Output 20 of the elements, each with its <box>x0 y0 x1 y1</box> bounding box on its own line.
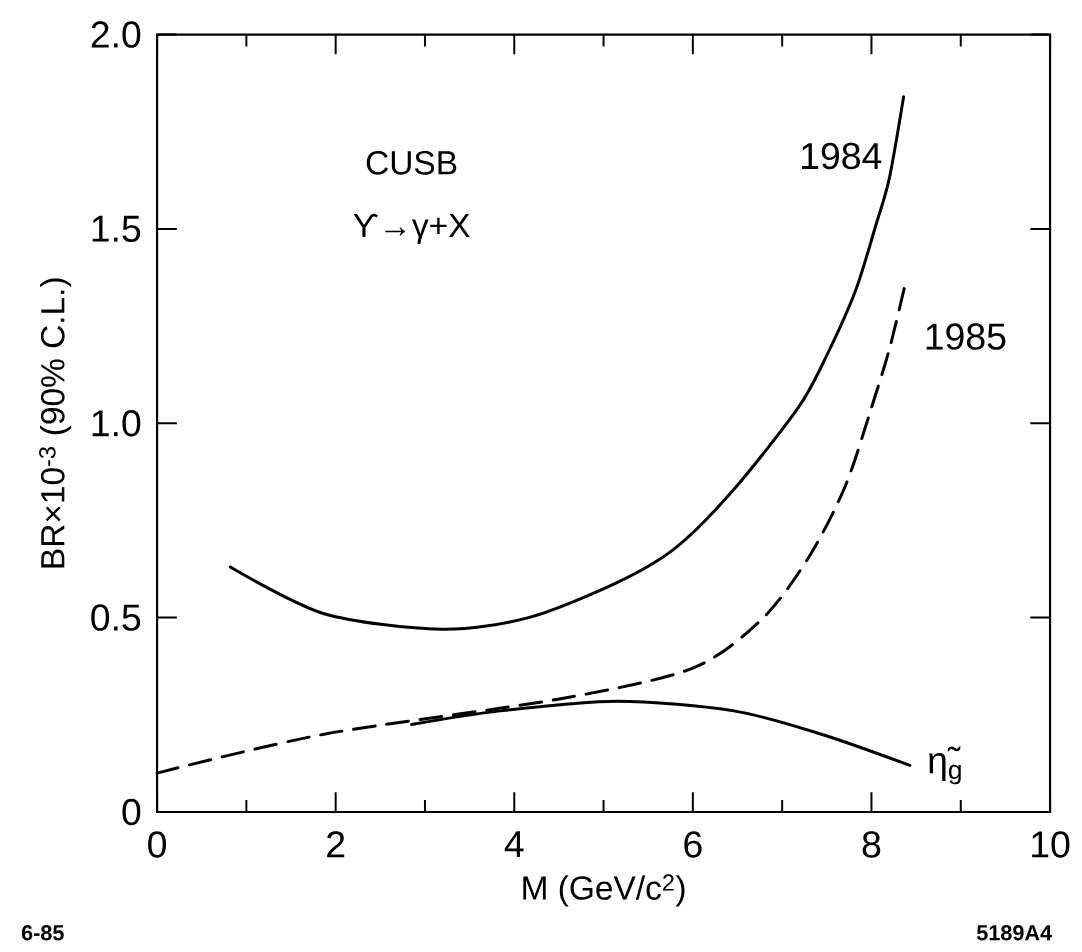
y-axis-title: BR×10$^{-3}$ (90% C.L.) <box>39 278 72 568</box>
annotation: CUSB <box>366 151 457 175</box>
x-tick-label: 0 <box>148 831 167 858</box>
x-tick-label: 4 <box>504 831 524 858</box>
x-tick-label: 8 <box>862 831 881 858</box>
x-tick-label: 6 <box>684 831 702 858</box>
y-tick-label: 0.5 <box>91 604 141 632</box>
x-axis-title: M (GeV/c$^{2}$) <box>523 874 685 907</box>
series-label: η̃$_{g}$ <box>929 746 961 785</box>
x-tick-label: 2 <box>327 831 345 858</box>
y-tick-label: 1.5 <box>92 216 141 243</box>
series-label: 1985 <box>926 323 1006 351</box>
y-tick-label: 1.0 <box>92 410 141 437</box>
series-label: 1984 <box>802 142 882 170</box>
x-tick-label: 10 <box>1032 831 1070 858</box>
y-tick-label: 0 <box>122 798 141 826</box>
text: 6-85 <box>21 925 64 941</box>
annotation: ϒ→γ+X <box>353 214 470 245</box>
text: 5189A4 <box>976 925 1052 941</box>
y-tick-label: 2.0 <box>91 21 141 48</box>
